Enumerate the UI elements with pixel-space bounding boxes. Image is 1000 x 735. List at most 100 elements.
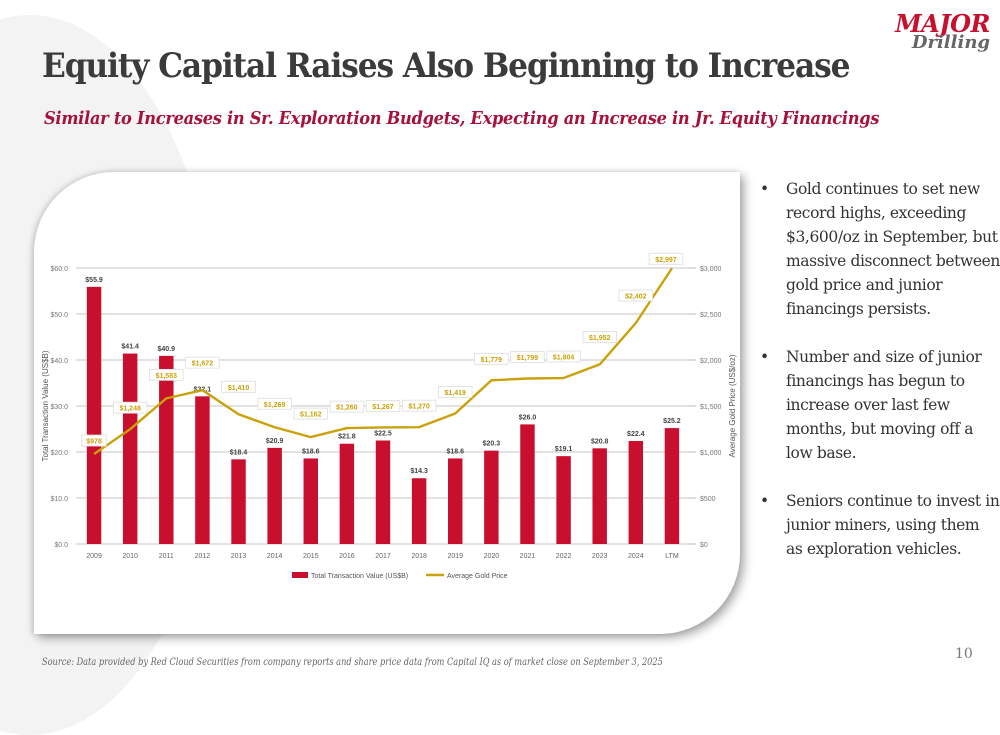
- line-data-label: $1,267: [372, 404, 394, 411]
- bullet-list: • Gold continues to set new record highs…: [760, 177, 1000, 585]
- bar-data-label: $22.5: [374, 431, 392, 438]
- y-tick-label: $20.0: [50, 450, 68, 457]
- line-data-label: $1,260: [336, 405, 358, 412]
- bar-data-label: $14.3: [410, 468, 428, 475]
- line-label-box: [510, 351, 545, 363]
- bar: [520, 424, 535, 544]
- bullet-item: • Gold continues to set new record highs…: [760, 177, 1000, 321]
- bar-data-label: $26.0: [519, 414, 537, 421]
- legend-label-bars: Total Transaction Value (US$B): [311, 573, 408, 580]
- equity-gold-chart: $0.0 $10.0 $20.0 $30.0 $40.0 $50.0 $60.0 $0 $500…: [41, 252, 737, 580]
- line-label-box: [81, 434, 107, 447]
- bar: [339, 443, 355, 544]
- page-subtitle: Similar to Increases in Sr. Exploration …: [44, 108, 880, 129]
- bar: [375, 440, 391, 544]
- bar-data-label: $18.6: [446, 448, 464, 455]
- line-label-box: [648, 252, 684, 265]
- y2-tick-label: $2,500: [700, 312, 722, 319]
- bar-data-label: $19.1: [555, 446, 573, 453]
- y-tick-label: $40.0: [50, 358, 68, 365]
- line-label-box: [329, 400, 365, 413]
- logo-major: MAJOR: [895, 9, 990, 38]
- line-data-label: $1,672: [192, 361, 214, 368]
- line-label-box: [293, 407, 328, 420]
- x-tick-label: 2016: [339, 553, 355, 560]
- bar: [628, 440, 644, 544]
- y2-tick-label: $0: [700, 542, 708, 549]
- x-tick-label: 2019: [447, 553, 463, 560]
- page-title: Equity Capital Raises Also Beginning to …: [42, 46, 851, 86]
- bar: [267, 447, 282, 544]
- line-data-label: $1,779: [481, 357, 503, 364]
- x-tick-label: 2023: [592, 553, 608, 560]
- bar: [303, 458, 318, 544]
- bullet-text: Number and size of junior financings has…: [786, 348, 982, 462]
- y2-tick-label: $3,000: [700, 266, 722, 273]
- bullet-text: Seniors continue to invest in junior min…: [786, 492, 1000, 558]
- line-label-box: [474, 352, 509, 365]
- bar-data-label: $18.4: [230, 449, 248, 456]
- bullet-dot-icon: •: [760, 180, 769, 198]
- bar: [231, 459, 246, 544]
- y-tick-label: $30.0: [50, 404, 68, 411]
- line-data-label: $1,248: [119, 406, 141, 413]
- bar: [556, 456, 571, 544]
- line-label-box: [365, 400, 401, 412]
- y2-tick-label: $1,000: [700, 450, 722, 457]
- bar-data-label: $21.8: [338, 434, 356, 441]
- gold-price-line: [93, 267, 673, 456]
- y-tick-label: $50.0: [50, 312, 68, 319]
- line-data-label: $1,804: [553, 355, 575, 362]
- x-tick-label: 2013: [231, 553, 247, 560]
- line-data-label: $1,952: [589, 335, 611, 342]
- bar: [86, 286, 102, 544]
- line-label-box: [112, 401, 148, 414]
- x-tick-label: 2017: [375, 553, 391, 560]
- bullet-text: Gold continues to set new record highs, …: [786, 180, 1000, 318]
- line-data-label: $978: [86, 439, 102, 446]
- y2-tick-label: $1,500: [700, 404, 722, 411]
- bar-data-label: $20.3: [483, 441, 501, 448]
- x-tick-label: 2022: [556, 553, 572, 560]
- line-label-box: [438, 386, 473, 398]
- x-tick-label: 2014: [267, 553, 283, 560]
- line-label-box: [582, 331, 617, 343]
- bar: [122, 353, 138, 544]
- bullet-item: • Number and size of junior financings h…: [760, 345, 1000, 465]
- y2-tick-label: $2,000: [700, 358, 722, 365]
- legend-swatch-bars: [292, 572, 308, 578]
- x-tick-label: LTM: [665, 553, 679, 560]
- bullet-dot-icon: •: [760, 492, 769, 510]
- logo-drilling: Drilling: [911, 32, 990, 53]
- line-data-label: $1,419: [445, 390, 467, 397]
- y-tick-label: $0.0: [54, 542, 68, 549]
- x-tick-label: 2015: [303, 553, 319, 560]
- bar: [159, 355, 174, 544]
- line-label-box: [401, 399, 437, 412]
- legend-label-line: Average Gold Price: [447, 573, 508, 580]
- bar-data-label: $55.9: [85, 277, 103, 284]
- line-label-box: [221, 380, 256, 393]
- x-tick-label: 2018: [411, 553, 427, 560]
- x-tick-label: 2011: [159, 553, 174, 560]
- line-label-box: [185, 356, 220, 369]
- bar: [484, 450, 499, 544]
- line-data-label: $1,162: [300, 412, 322, 419]
- y2-axis-title: Average Gold Price (US$/oz): [728, 354, 737, 457]
- line-label-box: [618, 289, 654, 302]
- bar-data-label: $41.4: [121, 344, 139, 351]
- line-data-label: $2,402: [625, 294, 647, 301]
- bullet-dot-icon: •: [760, 348, 769, 366]
- bar-data-label: $22.4: [627, 431, 645, 438]
- line-label-box: [257, 397, 292, 410]
- bullet-item: • Seniors continue to invest in junior m…: [760, 489, 1000, 561]
- line-data-label: $1,799: [517, 355, 539, 362]
- line-data-label: $1,269: [264, 402, 286, 409]
- page-number: 10: [955, 646, 973, 662]
- line-label-box: [149, 368, 184, 381]
- bar: [195, 396, 210, 544]
- bar: [448, 458, 463, 544]
- x-tick-label: 2020: [484, 553, 500, 560]
- line-data-label: $2,997: [655, 257, 677, 264]
- bar: [664, 428, 680, 544]
